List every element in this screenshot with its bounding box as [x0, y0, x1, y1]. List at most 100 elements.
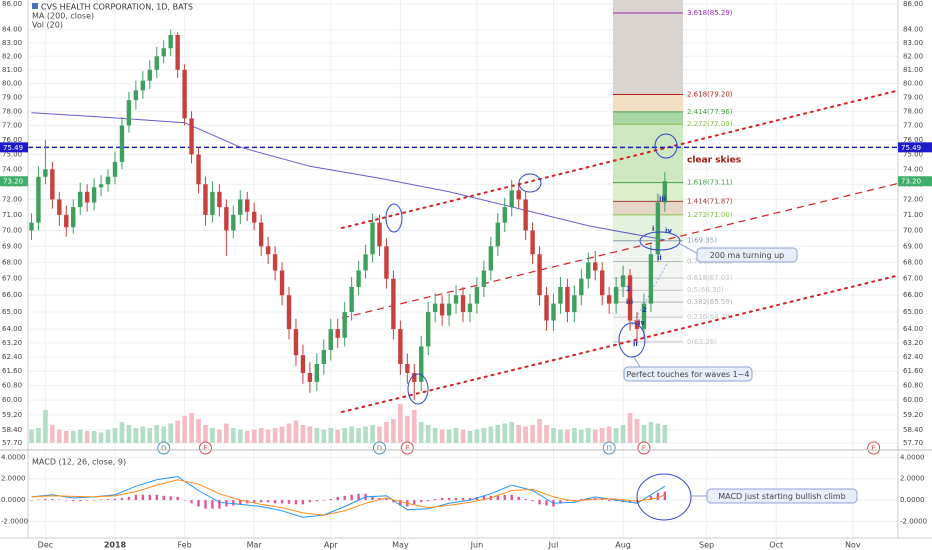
volume-bar [258, 428, 264, 443]
ellipse [636, 473, 692, 521]
event-label: D [161, 445, 166, 453]
candle-body [140, 80, 146, 91]
macd-histogram [336, 496, 339, 501]
candle-body [600, 270, 605, 296]
fib-zone [613, 201, 683, 215]
volume-bar [405, 416, 410, 443]
macd-line [31, 476, 666, 518]
volume-bar [460, 429, 466, 443]
candle-body [460, 295, 466, 313]
macd-histogram [106, 499, 110, 501]
resistance-box [0, 142, 28, 153]
y-tick-label: 70.00 [2, 226, 22, 234]
candle-body [572, 295, 577, 313]
y-tick-label: 69.00 [2, 242, 22, 250]
y-tick-label: 64.00 [903, 325, 923, 333]
volume-bar [363, 426, 368, 443]
callout-box [623, 366, 753, 382]
resistance-label: 75.49 [901, 144, 921, 152]
clear-skies: clear skies [687, 156, 741, 166]
candle-body [210, 191, 215, 215]
grid-layer [28, 0, 898, 545]
volume-bar [43, 410, 48, 443]
candle-body [544, 295, 549, 321]
fib-label: 0.5(66.30) [687, 286, 724, 294]
y-tick-label: 61.60 [2, 367, 22, 375]
macd-histogram [239, 500, 242, 505]
candle-body [426, 312, 431, 347]
macd-histogram [357, 493, 360, 501]
fib-zone [613, 240, 683, 262]
volume-bar [126, 425, 132, 443]
candle-body [537, 254, 542, 296]
candle-body [384, 246, 389, 279]
candle-body [565, 286, 570, 313]
volume-bar [84, 431, 90, 443]
volume-bar [516, 425, 521, 443]
macd-histogram [183, 500, 186, 501]
candle-body [105, 176, 111, 185]
y-tick-label: 66.00 [2, 291, 22, 299]
candle-body [481, 270, 487, 287]
y-tick-label: 84.00 [2, 26, 22, 34]
candle-body [279, 270, 285, 296]
candle-body [168, 34, 173, 49]
volume-bar [370, 425, 375, 443]
volume-bar [565, 429, 570, 443]
y-tick-label: 86.00 [903, 0, 923, 8]
fib-label: 3.618(85.29) [687, 9, 733, 17]
macd-tick-label: 0.0000 [900, 496, 925, 504]
volume-bar [585, 428, 591, 443]
resistance-box [898, 142, 932, 153]
candle-body [419, 346, 424, 382]
candle-body [196, 154, 201, 185]
fib-zone [613, 317, 683, 342]
candle-body [272, 254, 278, 271]
signal-line [31, 479, 666, 516]
candle-body [217, 191, 222, 208]
left-axis [0, 0, 28, 550]
right-axis [898, 0, 932, 550]
macd-histogram [113, 499, 117, 501]
volume-bar [224, 423, 229, 443]
annotations: clear skies 200 ma turning up Perfect to… [385, 133, 858, 521]
callout-box [706, 488, 858, 504]
callout-text: Perfect touches for waves 1~4 [626, 370, 749, 379]
event-marker [400, 441, 414, 455]
macd-histogram [420, 500, 423, 503]
macd-histogram [79, 500, 82, 502]
y-tick-label: 67.00 [903, 275, 923, 283]
macd-histogram [628, 500, 632, 503]
candle-body [147, 69, 152, 81]
y-tick-label: 63.20 [2, 339, 22, 347]
volume-bar [119, 422, 125, 443]
candle-body [363, 254, 368, 271]
volume-bar [474, 429, 480, 443]
y-tick-label: 67.00 [2, 275, 22, 283]
volume-bar [251, 429, 257, 443]
candle-body [620, 275, 626, 287]
volume-bar [453, 428, 459, 443]
volume-bar [133, 428, 139, 443]
y-tick-label: 74.00 [903, 165, 923, 173]
y-tick-label: 57.70 [903, 439, 923, 447]
macd-tick-label: 4.0000 [1, 453, 26, 461]
macd-histogram [37, 499, 40, 501]
candle-body [446, 303, 452, 316]
candle-body [224, 207, 229, 231]
y-tick-label: 70.00 [903, 226, 923, 234]
volume-bar [558, 429, 563, 443]
macd-histogram [573, 500, 576, 502]
candle-body [321, 349, 326, 365]
y-tick-label: 71.00 [2, 211, 22, 219]
y-tick-label: 61.60 [903, 367, 923, 375]
volume-bar [634, 419, 640, 443]
ma-label: MA (200, close) [32, 12, 94, 21]
candle-body [474, 286, 480, 304]
x-tick-label: May [392, 541, 409, 550]
candle-body [655, 202, 661, 255]
candle-body [530, 230, 535, 255]
macd-histogram [663, 491, 667, 501]
volume-label: Vol (20) [32, 21, 63, 30]
candle-body [405, 364, 410, 373]
